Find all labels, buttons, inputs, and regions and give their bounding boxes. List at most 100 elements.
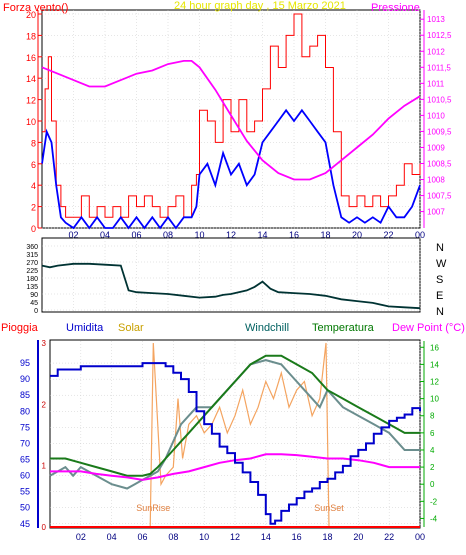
direction-left-tick-label: 135 xyxy=(26,284,38,291)
top-left-tick-label: 10 xyxy=(26,117,36,127)
top-right-axis: 1007 1007,5 1008 1008,5 1009 1009,5 1010 1010,5… xyxy=(420,10,452,228)
top-left-tick-label: 20 xyxy=(26,10,36,20)
bottom-left-tick-label: 95 xyxy=(20,358,30,368)
bottom-right-axis: -4 -2 0 2 4 6 8 10 12 14 16 xyxy=(420,341,439,527)
top-right-tick-label: 1007 xyxy=(427,208,445,217)
legend-temperature: Temperatura xyxy=(312,322,375,334)
bottom-x-tick-label: 18 xyxy=(322,532,332,542)
direction-right-label: S xyxy=(436,274,443,286)
sun-annotations: SunRise SunSet xyxy=(136,503,344,513)
bottom-x-tick-label: 08 xyxy=(168,532,178,542)
rain-tick-label: 1 xyxy=(42,462,47,471)
top-left-axis: 0 2 4 6 8 10 12 14 16 18 20 xyxy=(26,10,42,234)
bottom-left-tick-label: 65 xyxy=(20,455,30,465)
top-x-tick-label: 04 xyxy=(100,230,110,240)
direction-left-tick-label: 315 xyxy=(26,252,38,259)
bottom-x-tick-label: 10 xyxy=(199,532,209,542)
rain-tick-label: 2 xyxy=(42,400,47,409)
bottom-x-tick-label: 12 xyxy=(230,532,240,542)
direction-left-tick-label: 180 xyxy=(26,276,38,283)
bottom-x-tick-label: 06 xyxy=(137,532,147,542)
top-left-tick-label: 6 xyxy=(31,160,36,170)
direction-left-tick-label: 90 xyxy=(30,292,38,299)
top-x-tick-label: 00 xyxy=(415,230,425,240)
direction-chart-grid xyxy=(42,238,421,312)
top-right-tick-label: 1010 xyxy=(427,111,445,120)
bottom-left-tick-label: 75 xyxy=(20,422,30,432)
direction-right-label: W xyxy=(436,258,447,270)
series-temperature-line xyxy=(50,354,420,477)
top-left-tick-label: 14 xyxy=(26,74,36,84)
bottom-left-tick-label: 90 xyxy=(20,374,30,384)
legend-solar: Solar xyxy=(118,322,144,334)
rain-tick-label: 0 xyxy=(42,523,47,532)
top-right-tick-label: 1011,5 xyxy=(427,63,451,72)
top-left-axis-title: Forza vento() xyxy=(3,2,68,14)
top-x-tick-label: 20 xyxy=(352,230,362,240)
top-right-tick-label: 1009,5 xyxy=(427,127,452,136)
series-direction-line xyxy=(41,262,421,310)
direction-chart-series xyxy=(41,262,421,310)
bottom-left-tick-label: 55 xyxy=(20,487,30,497)
bottom-right-tick-label: -4 xyxy=(430,514,438,523)
top-x-tick-label: 16 xyxy=(289,230,299,240)
top-left-tick-label: 8 xyxy=(31,138,36,148)
direction-left-tick-label: 0 xyxy=(34,308,38,315)
legend-windchill: Windchill xyxy=(245,322,289,334)
top-left-tick-label: 18 xyxy=(26,31,36,41)
bottom-left-tick-label: 80 xyxy=(20,406,30,416)
series-pressure-line xyxy=(41,60,421,181)
bottom-right-tick-label: 16 xyxy=(430,343,439,352)
bottom-left-tick-label: 60 xyxy=(20,471,30,481)
bottom-left-tick-label: 85 xyxy=(20,390,30,400)
direction-left-tick-label: 270 xyxy=(26,260,38,267)
bottom-left-tick-label: 70 xyxy=(20,438,30,448)
bottom-left-axis: 45 50 55 60 65 70 75 80 85 90 95 xyxy=(20,358,30,529)
top-right-tick-label: 1013 xyxy=(427,15,445,24)
top-x-tick-label: 22 xyxy=(383,230,393,240)
bottom-left-tick-label: 50 xyxy=(20,503,30,513)
direction-left-tick-label: 225 xyxy=(26,268,38,275)
top-x-tick-label: 18 xyxy=(320,230,330,240)
top-chart-series xyxy=(41,13,421,230)
top-right-tick-label: 1012,5 xyxy=(427,31,452,40)
bottom-x-tick-label: 20 xyxy=(353,532,363,542)
legend-dewpoint: Dew Point (°C) xyxy=(392,322,465,334)
bottom-right-tick-label: 14 xyxy=(430,360,439,369)
bottom-x-tick-label: 14 xyxy=(261,532,271,542)
top-left-tick-label: 16 xyxy=(26,53,36,63)
top-left-tick-label: 4 xyxy=(31,181,36,191)
top-x-tick-label: 12 xyxy=(226,230,236,240)
bottom-x-axis: 02 04 06 08 10 12 14 16 18 20 22 00 xyxy=(76,532,425,542)
top-left-tick-label: 12 xyxy=(26,96,36,106)
bottom-right-tick-label: 2 xyxy=(430,463,435,472)
bottom-left-tick-label: 45 xyxy=(20,519,30,529)
bottom-right-tick-label: 12 xyxy=(430,378,439,387)
bottom-x-tick-label: 16 xyxy=(292,532,302,542)
series-avg-line xyxy=(41,108,421,230)
direction-right-label: N xyxy=(436,306,444,318)
bottom-x-tick-label: 02 xyxy=(76,532,86,542)
bottom-chart-series xyxy=(49,342,421,528)
series-humidity-line xyxy=(50,362,421,525)
bottom-right-tick-label: 8 xyxy=(430,412,435,421)
direction-left-tick-label: 360 xyxy=(26,244,38,251)
top-x-tick-label: 10 xyxy=(194,230,204,240)
bottom-x-tick-label: 00 xyxy=(415,532,425,542)
direction-right-label: N xyxy=(436,242,444,254)
top-right-tick-label: 1007,5 xyxy=(427,192,452,201)
top-x-tick-label: 02 xyxy=(68,230,78,240)
bottom-right-tick-label: 4 xyxy=(430,446,435,455)
top-x-axis: 02 04 06 08 10 12 14 16 18 20 22 00 xyxy=(68,230,425,240)
top-left-tick-label: 2 xyxy=(31,203,36,213)
rain-tick-label: 3 xyxy=(42,339,47,348)
legend-rain: Pioggia xyxy=(1,322,39,334)
top-x-tick-label: 06 xyxy=(131,230,141,240)
direction-left-tick-label: 45 xyxy=(30,300,38,307)
bottom-right-tick-label: -2 xyxy=(430,497,438,506)
series-gust-line xyxy=(42,13,421,218)
legend-humidity: Umidita xyxy=(66,322,104,334)
